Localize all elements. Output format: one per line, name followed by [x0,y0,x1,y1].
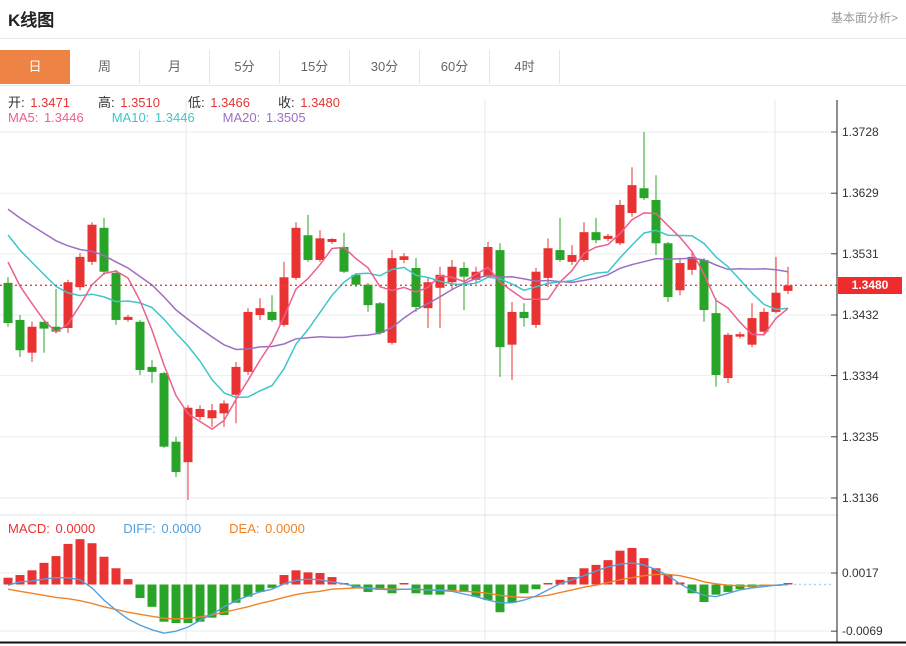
ohlc-legend: 开: 1.3471 高: 1.3510 低: 1.3466 收: 1.3480 [8,92,368,111]
macd-legend: MACD: 0.0000 DIFF: 0.0000 DEA: 0.0000 [8,521,333,536]
price-tick-label: 1.3531 [842,246,879,261]
legend-item: 高: 1.3510 [98,95,160,110]
macd-tick-label: -0.0069 [842,624,883,639]
macd-tick-label: 0.0017 [842,566,879,580]
legend-item: DEA: 0.0000 [229,521,305,536]
last-price-badge: 1.3480 [838,276,902,294]
tab-60分[interactable]: 60分 [420,50,490,84]
legend-item: MACD: 0.0000 [8,521,96,536]
legend-item: DIFF: 0.0000 [123,521,202,536]
price-tick-label: 1.3432 [842,308,879,322]
tab-30分[interactable]: 30分 [350,50,420,84]
page-title: K线图 [8,11,55,30]
tab-月[interactable]: 月 [140,50,210,84]
tab-日[interactable]: 日 [0,50,70,84]
fundamental-analysis-link[interactable]: 基本面分析> [830,11,898,25]
tab-4时[interactable]: 4时 [490,50,560,84]
legend-item: 开: 1.3471 [8,95,70,110]
tab-周[interactable]: 周 [70,50,140,84]
ma-legend: MA5: 1.3446 MA10: 1.3446 MA20: 1.3505 [8,110,334,125]
price-tick-label: 1.3136 [842,491,879,505]
price-tick-label: 1.3334 [842,368,879,383]
legend-item: 收: 1.3480 [278,95,340,110]
legend-item: MA5: 1.3446 [8,110,84,125]
tab-5分[interactable]: 5分 [210,50,280,84]
price-tick-label: 1.3235 [842,429,879,444]
tab-15分[interactable]: 15分 [280,50,350,84]
price-tick-label: 1.3728 [842,125,879,139]
legend-item: MA20: 1.3505 [222,110,306,125]
price-tick-label: 1.3629 [842,186,879,201]
header: K线图 基本面分析> [0,0,906,39]
legend-item: 低: 1.3466 [188,95,250,110]
legend-item: MA10: 1.3446 [111,110,195,125]
period-tabbar: 日周月 5分 15分 30分 60分 4时 [0,50,906,86]
